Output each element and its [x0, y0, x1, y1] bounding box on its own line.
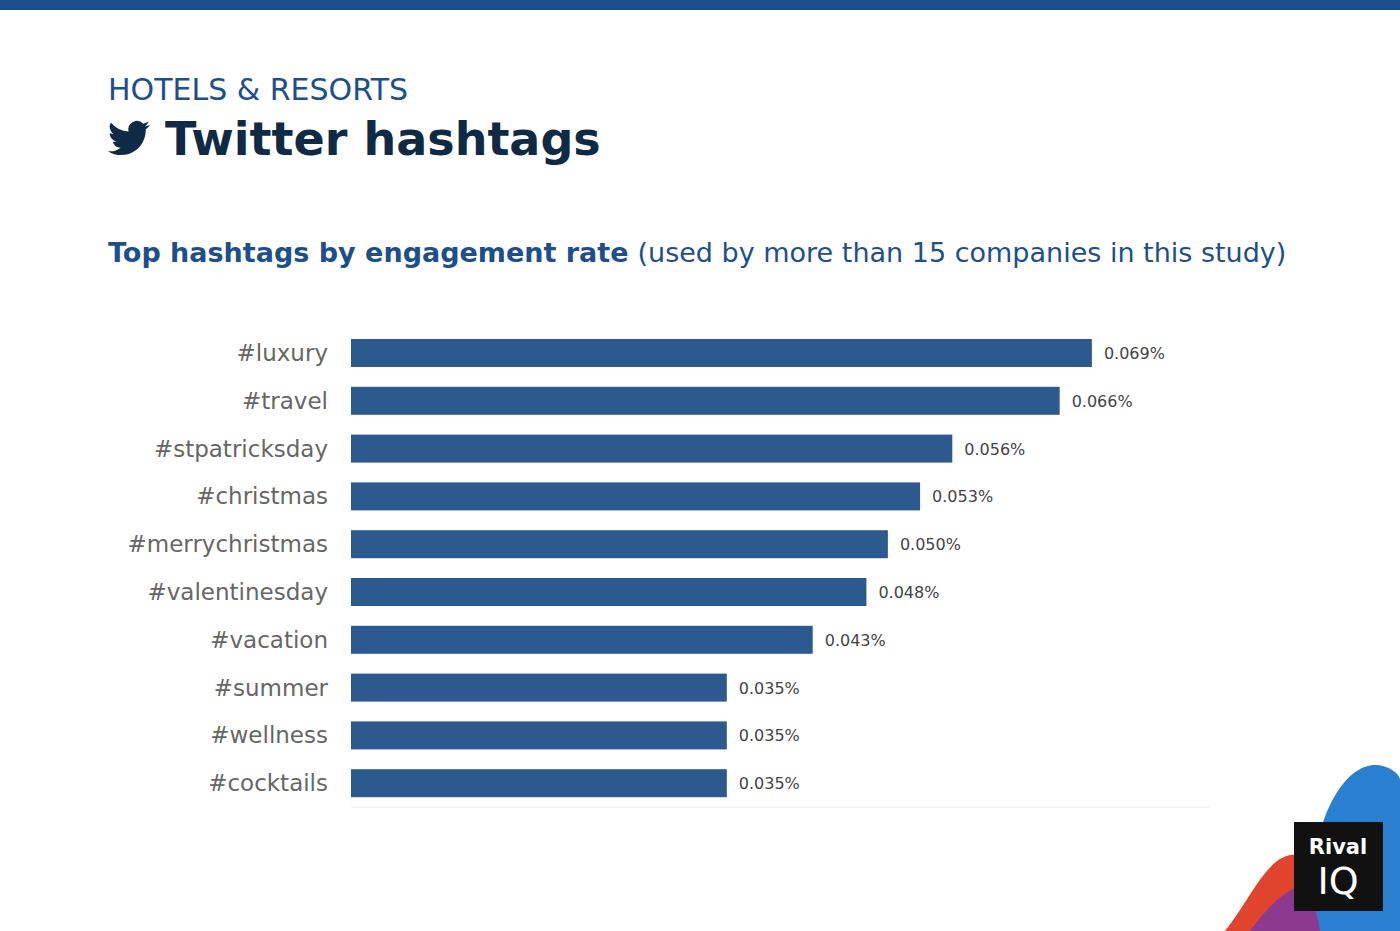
- twitter-icon: [108, 121, 150, 155]
- labels: #luxury 0.069% #travel 0.066% #stpatricksday…: [128, 340, 1165, 796]
- bar: [351, 578, 866, 606]
- data-label: 0.069%: [1104, 344, 1165, 363]
- bar: [351, 435, 952, 463]
- bar: [351, 721, 727, 749]
- x-axis-line: [351, 807, 1210, 808]
- data-label: 0.048%: [878, 583, 939, 602]
- subtitle-note: (used by more than 15 companies in this …: [638, 237, 1287, 268]
- category-label: #wellness: [210, 722, 328, 748]
- category-label: #luxury: [237, 340, 329, 366]
- category-label: #cocktails: [208, 770, 328, 796]
- category-label: #travel: [242, 388, 328, 414]
- subtitle: Top hashtags by engagement rate: [108, 237, 629, 268]
- bar: [351, 387, 1060, 415]
- bar: [351, 626, 813, 654]
- data-label: 0.035%: [739, 679, 800, 698]
- bar: [351, 482, 920, 510]
- category-label: #merrychristmas: [128, 531, 329, 557]
- logo-text: Rival: [1309, 835, 1367, 859]
- chart: HOTELS & RESORTS Twitter hashtags Top hash…: [0, 0, 1400, 931]
- bar: [351, 530, 888, 558]
- data-label: 0.043%: [825, 631, 886, 650]
- logo-text: IQ: [1317, 859, 1358, 903]
- bar: [351, 339, 1092, 367]
- bars: [351, 339, 1092, 797]
- logo-box: [1294, 822, 1383, 911]
- section-label: HOTELS & RESORTS: [108, 72, 408, 107]
- category-label: #summer: [214, 675, 329, 701]
- category-label: #vacation: [210, 627, 328, 653]
- title: Twitter hashtags: [165, 112, 601, 166]
- twitter-bird: [108, 121, 150, 155]
- category-label: #valentinesday: [147, 579, 328, 605]
- data-label: 0.035%: [739, 726, 800, 745]
- data-label: 0.053%: [932, 487, 993, 506]
- bar: [351, 769, 727, 797]
- category-label: #christmas: [196, 483, 328, 509]
- data-label: 0.056%: [964, 440, 1025, 459]
- data-label: 0.066%: [1072, 392, 1133, 411]
- top-band: [0, 0, 1400, 10]
- bar: [351, 674, 727, 702]
- category-label: #stpatricksday: [154, 436, 328, 462]
- data-label: 0.050%: [900, 535, 961, 554]
- data-label: 0.035%: [739, 774, 800, 793]
